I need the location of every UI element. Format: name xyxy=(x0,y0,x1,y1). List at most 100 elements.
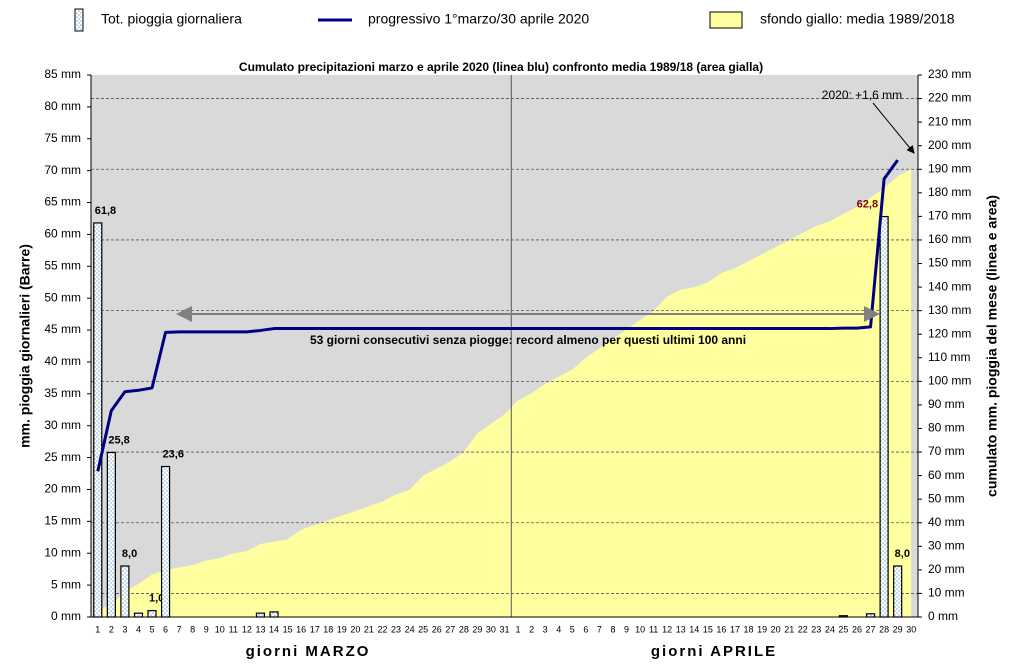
x-tick-label: 22 xyxy=(798,624,808,634)
x-tick-label: 30 xyxy=(486,624,496,634)
x-tick-label: 11 xyxy=(229,624,238,634)
data-label: 8,0 xyxy=(122,548,137,560)
data-label: 8,0 xyxy=(895,548,910,560)
y2-tick-label: 210 mm xyxy=(928,114,971,128)
y2-tick-label: 170 mm xyxy=(928,209,971,223)
x-tick-label: 3 xyxy=(543,624,548,634)
x-tick-label: 2 xyxy=(529,624,534,634)
x-tick-label: 23 xyxy=(391,624,401,634)
y2-tick-label: 150 mm xyxy=(928,256,971,270)
x-tick-label: 1 xyxy=(95,624,100,634)
x-tick-label: 12 xyxy=(242,624,252,634)
y2-tick-label: 180 mm xyxy=(928,185,971,199)
y2-tick-label: 90 mm xyxy=(928,397,965,411)
x-tick-label: 29 xyxy=(472,624,482,634)
y2-tick-label: 140 mm xyxy=(928,279,971,293)
chart-title: Cumulato precipitazioni marzo e aprile 2… xyxy=(239,60,763,74)
y2-tick-label: 160 mm xyxy=(928,232,971,246)
y-tick-label: 55 mm xyxy=(44,258,81,272)
x-axis-title-march: giorni MARZO xyxy=(246,643,371,660)
x-tick-label: 1 xyxy=(516,624,521,634)
x-tick-label: 25 xyxy=(838,624,848,634)
bar xyxy=(255,612,266,618)
x-tick-label: 13 xyxy=(676,624,686,634)
y-tick-label: 40 mm xyxy=(44,354,81,368)
y-tick-label: 65 mm xyxy=(44,195,81,209)
y-tick-label: 80 mm xyxy=(44,99,81,113)
legend-label: progressivo 1°marzo/30 aprile 2020 xyxy=(368,11,589,27)
y-tick-label: 15 mm xyxy=(44,514,81,528)
x-tick-label: 27 xyxy=(445,624,455,634)
y-tick-label: 10 mm xyxy=(44,545,81,559)
x-tick-label: 23 xyxy=(811,624,821,634)
x-tick-label: 14 xyxy=(269,624,279,634)
x-tick-label: 25 xyxy=(418,624,428,634)
y-tick-label: 45 mm xyxy=(44,322,81,336)
y2-tick-label: 120 mm xyxy=(928,326,971,340)
line xyxy=(96,159,899,472)
y-tick-label: 70 mm xyxy=(44,163,81,177)
y2-tick-label: 220 mm xyxy=(928,91,971,105)
y2-tick-label: 10 mm xyxy=(928,586,965,600)
annotation-arrow xyxy=(872,102,915,154)
y2-tick-label: 110 mm xyxy=(928,350,970,364)
x-tick-label: 4 xyxy=(136,624,141,634)
bar xyxy=(147,610,157,618)
x-tick-label: 26 xyxy=(852,624,862,634)
legend-swatch xyxy=(709,11,743,29)
x-tick-label: 18 xyxy=(744,624,754,634)
x-tick-label: 26 xyxy=(432,624,442,634)
x-tick-label: 28 xyxy=(459,624,469,634)
y2-axis-title: cumulato mm. pioggia del mese (linea e a… xyxy=(984,195,1000,497)
x-tick-label: 5 xyxy=(570,624,575,634)
x-tick-label: 19 xyxy=(757,624,767,634)
x-tick-label: 27 xyxy=(866,624,876,634)
x-tick-label: 30 xyxy=(906,624,916,634)
x-tick-label: 13 xyxy=(255,624,265,634)
x-tick-label: 7 xyxy=(177,624,182,634)
x-tick-label: 7 xyxy=(597,624,602,634)
data-label: 25,8 xyxy=(108,434,129,446)
y2-tick-label: 200 mm xyxy=(928,138,971,152)
y2-tick-label: 190 mm xyxy=(928,161,971,175)
y-tick-label: 5 mm xyxy=(51,577,81,591)
x-tick-label: 15 xyxy=(283,624,293,634)
x-tick-label: 8 xyxy=(610,624,615,634)
y2-tick-label: 230 mm xyxy=(928,67,971,81)
legend-swatch xyxy=(74,8,84,32)
x-tick-label: 3 xyxy=(122,624,127,634)
x-tick-label: 8 xyxy=(190,624,195,634)
bar xyxy=(879,215,889,618)
x-tick-label: 28 xyxy=(879,624,889,634)
x-tick-label: 19 xyxy=(337,624,347,634)
x-tick-label: 24 xyxy=(405,624,415,634)
y-tick-label: 0 mm xyxy=(51,609,81,623)
y2-tick-label: 20 mm xyxy=(928,562,965,576)
y-tick-label: 50 mm xyxy=(44,290,81,304)
bar xyxy=(106,451,116,618)
data-label: 62,8 xyxy=(857,198,878,210)
data-label: 1,0 xyxy=(149,593,164,605)
bar xyxy=(269,611,279,618)
bar xyxy=(133,612,144,618)
x-tick-label: 6 xyxy=(583,624,588,634)
y-tick-label: 35 mm xyxy=(44,386,81,400)
legend-label: sfondo giallo: media 1989/2018 xyxy=(760,11,955,27)
y2-tick-label: 30 mm xyxy=(928,538,965,552)
x-tick-label: 17 xyxy=(310,624,320,634)
legend-label: Tot. pioggia giornaliera xyxy=(101,11,242,27)
x-tick-label: 16 xyxy=(296,624,306,634)
note: 53 giorni consecutivi senza piogge: reco… xyxy=(310,333,746,347)
bar xyxy=(160,465,171,618)
x-tick-label: 31 xyxy=(499,624,509,634)
x-tick-label: 10 xyxy=(215,624,225,634)
x-tick-label: 18 xyxy=(323,624,333,634)
x-tick-label: 11 xyxy=(649,624,658,634)
x-axis-title-april: giorni APRILE xyxy=(651,643,777,660)
y-tick-label: 75 mm xyxy=(44,131,81,145)
area xyxy=(97,169,912,617)
x-tick-label: 17 xyxy=(730,624,740,634)
y-tick-label: 60 mm xyxy=(44,227,81,241)
x-tick-label: 22 xyxy=(377,624,387,634)
